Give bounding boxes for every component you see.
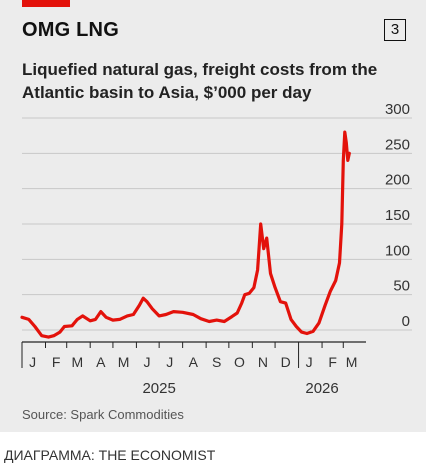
- year-label: 2026: [305, 380, 338, 397]
- x-tick-label: N: [258, 354, 268, 370]
- chart-credit: ДИАГРАММА: THE ECONOMIST: [4, 447, 216, 463]
- x-tick-label: J: [166, 354, 173, 370]
- x-tick-label: F: [328, 354, 337, 370]
- series-line: [20, 130, 351, 339]
- y-tick-label: 300: [385, 101, 410, 118]
- x-tick-label: A: [96, 354, 106, 370]
- y-tick-label: 200: [385, 172, 410, 189]
- chart-subtitle: Liquefied natural gas, freight costs fro…: [22, 60, 378, 102]
- chart-card: OMG LNG 3 Liquefied natural gas, freight…: [0, 0, 426, 432]
- red-tag: [22, 0, 70, 7]
- y-tick-label: 100: [385, 242, 410, 259]
- x-tick-label: M: [118, 354, 130, 370]
- chart-title: OMG LNG: [22, 19, 119, 41]
- x-tick-label: J: [144, 354, 151, 370]
- y-tick-label: 50: [393, 278, 410, 295]
- x-tick-label: S: [212, 354, 221, 370]
- x-tick-label: A: [189, 354, 199, 370]
- source-note: Source: Spark Commodities: [22, 407, 184, 422]
- chart-number-badge: 3: [384, 19, 406, 41]
- y-tick-label: 0: [402, 313, 410, 330]
- x-tick-label: M: [346, 354, 358, 370]
- year-label: 2025: [142, 380, 175, 397]
- y-tick-label: 250: [385, 136, 410, 153]
- x-tick-label: D: [281, 354, 291, 370]
- x-tick-label: M: [71, 354, 83, 370]
- y-tick-label: 150: [385, 207, 410, 224]
- x-tick-label: J: [306, 354, 313, 370]
- x-tick-label: O: [234, 354, 245, 370]
- x-tick-label: F: [52, 354, 61, 370]
- x-tick-label: J: [29, 354, 36, 370]
